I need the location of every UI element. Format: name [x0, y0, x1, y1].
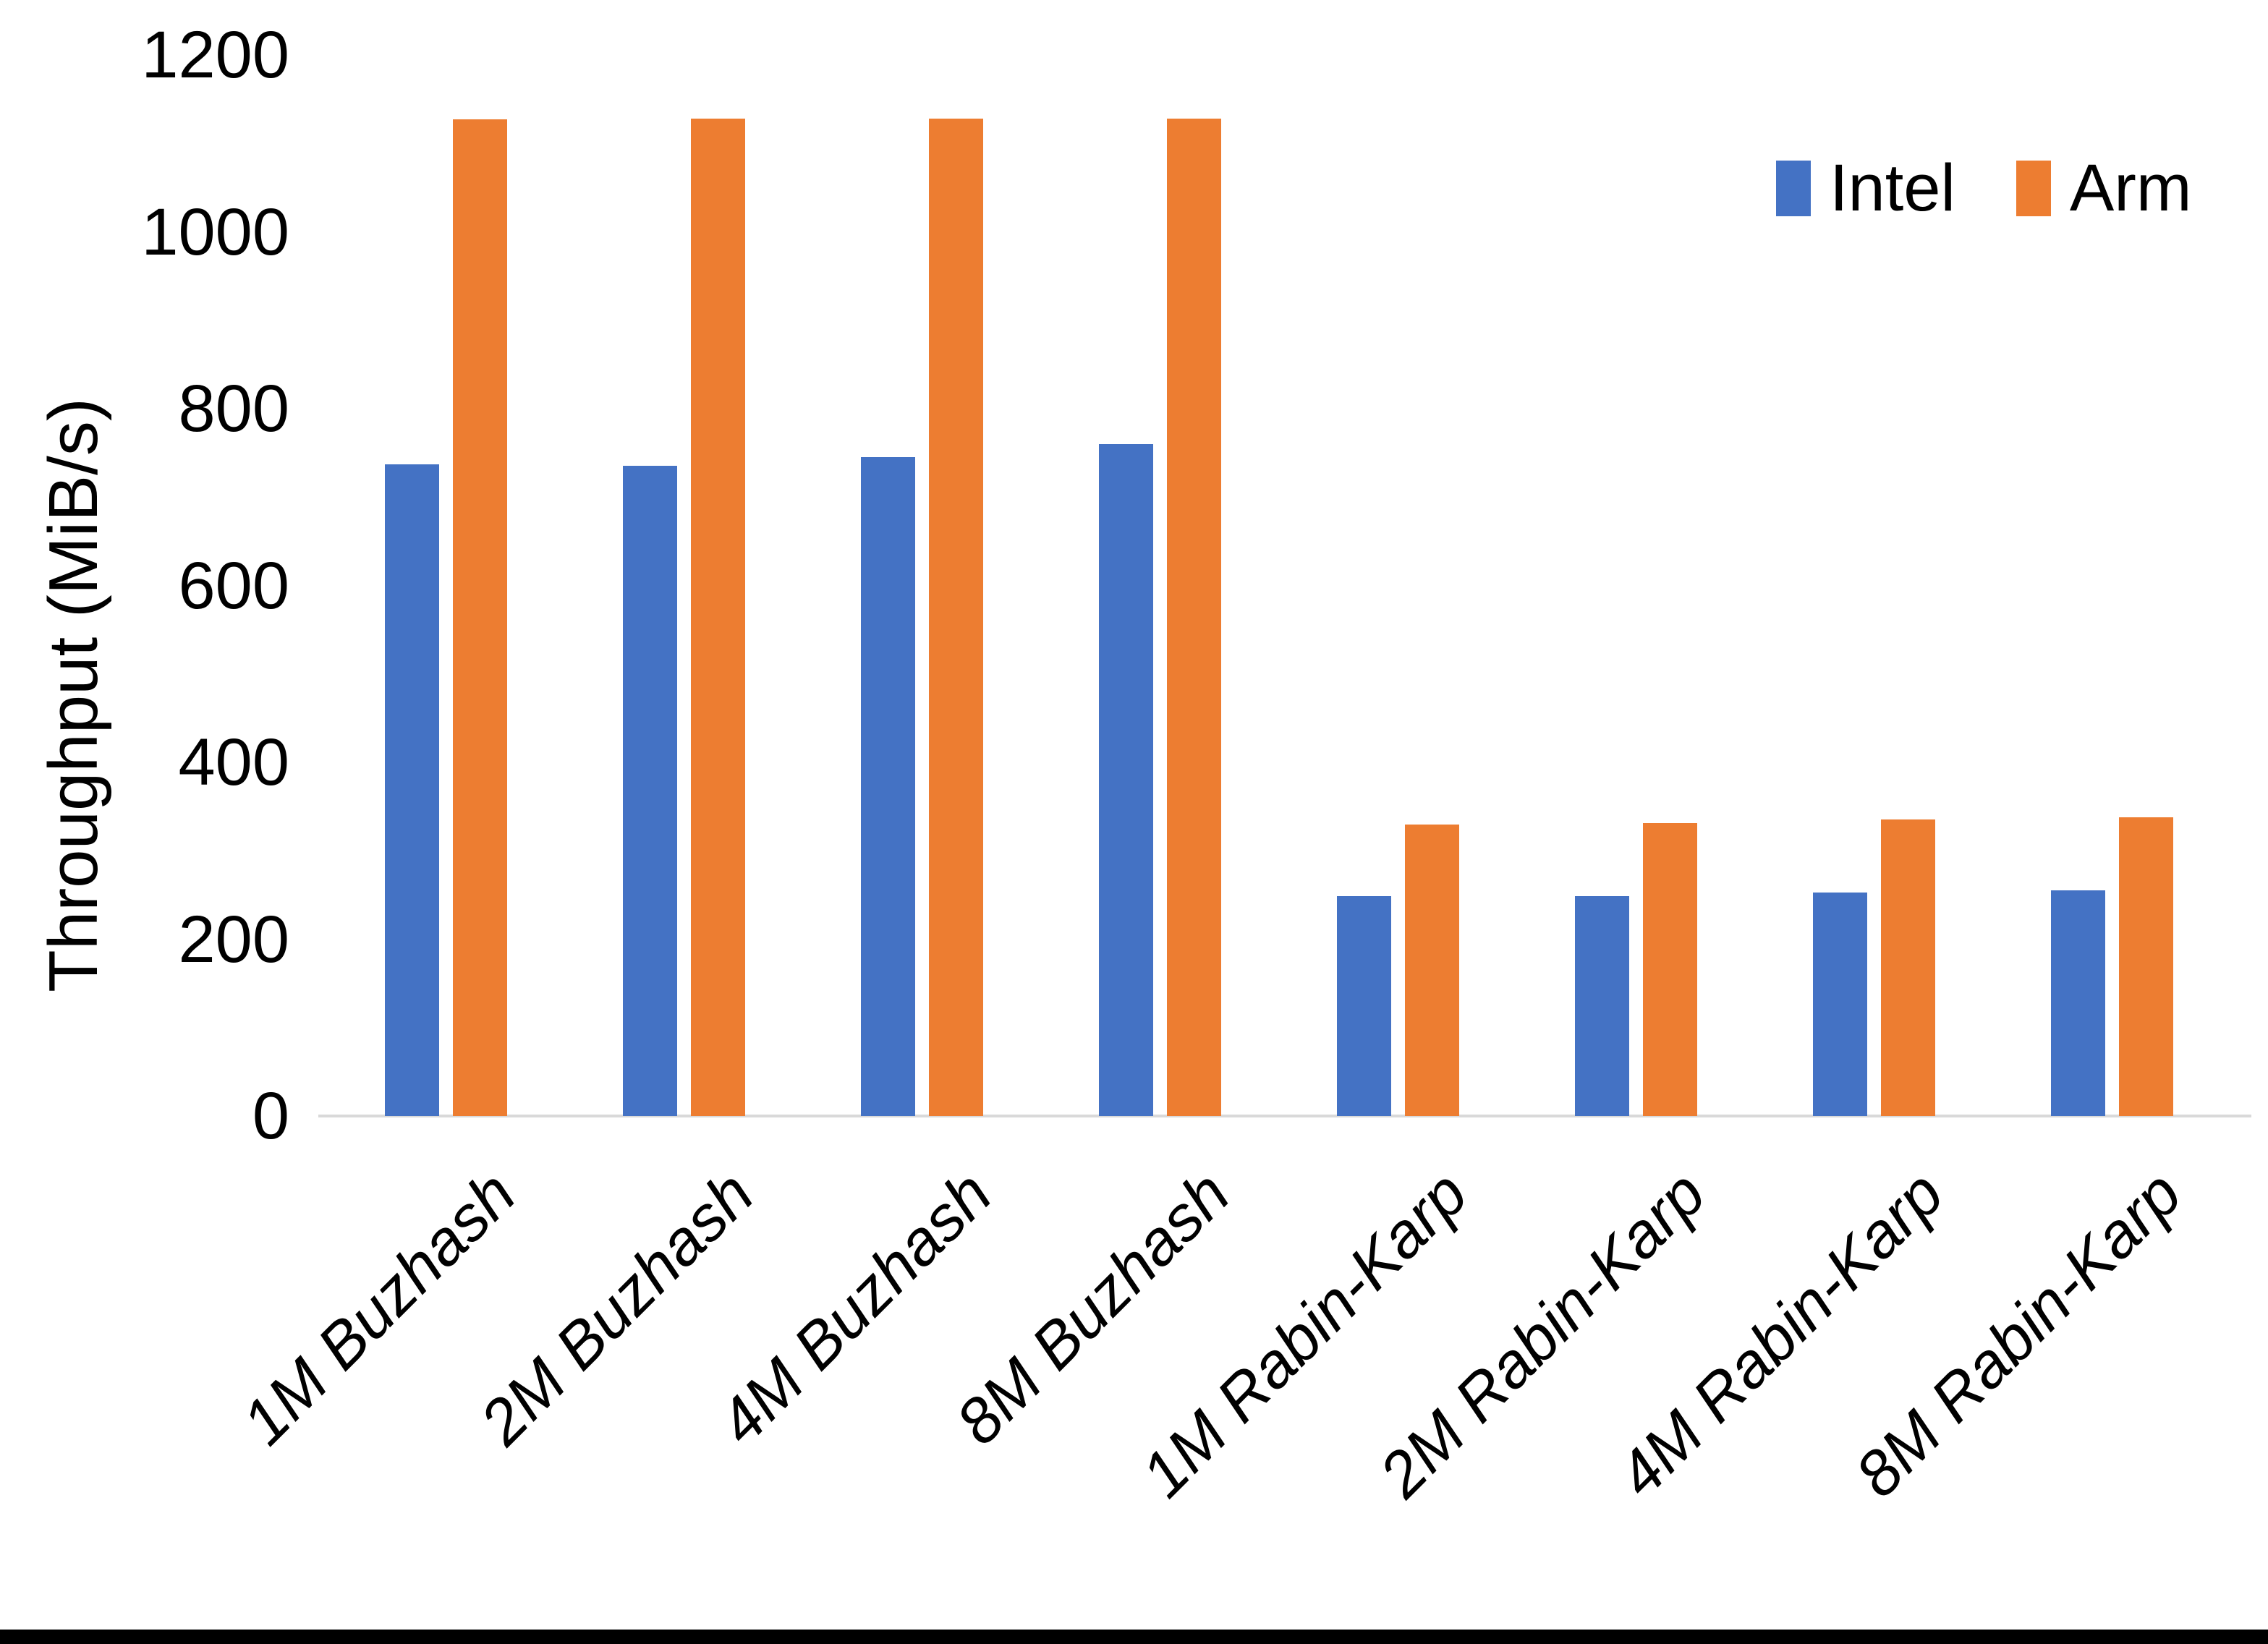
bar-intel-4m-rabin-karp: [1813, 893, 1867, 1116]
bottom-border-bar: [0, 1630, 2268, 1644]
bar-intel-8m-buzhash: [1099, 444, 1153, 1116]
bar-intel-8m-rabin-karp: [2051, 890, 2105, 1116]
bar-arm-2m-rabin-karp: [1643, 823, 1697, 1116]
bar-arm-4m-buzhash: [929, 119, 983, 1116]
y-tick-label-200: 200: [178, 902, 290, 976]
y-tick-label-600: 600: [178, 548, 290, 623]
bar-arm-2m-buzhash: [691, 119, 745, 1116]
x-axis-line: [318, 1115, 2251, 1117]
legend: Intel Arm: [1776, 152, 2192, 224]
bar-arm-4m-rabin-karp: [1881, 819, 1935, 1116]
bar-arm-8m-rabin-karp: [2119, 817, 2173, 1116]
legend-item-intel: Intel: [1776, 152, 1955, 224]
bar-intel-2m-buzhash: [623, 466, 677, 1116]
legend-item-arm: Arm: [2016, 152, 2192, 224]
bar-intel-1m-rabin-karp: [1337, 896, 1391, 1116]
y-tick-label-800: 800: [178, 372, 290, 446]
legend-swatch-intel: [1776, 160, 1811, 216]
bar-intel-1m-buzhash: [385, 464, 439, 1116]
legend-swatch-arm: [2016, 160, 2051, 216]
y-tick-label-0: 0: [252, 1079, 289, 1153]
bar-arm-8m-buzhash: [1167, 119, 1221, 1116]
legend-label-intel: Intel: [1830, 151, 1955, 225]
y-tick-label-400: 400: [178, 725, 290, 799]
bar-intel-2m-rabin-karp: [1575, 896, 1629, 1116]
bar-arm-1m-rabin-karp: [1405, 825, 1459, 1116]
bar-arm-1m-buzhash: [453, 119, 507, 1116]
y-tick-label-1200: 1200: [141, 18, 289, 92]
bar-intel-4m-buzhash: [861, 457, 915, 1116]
legend-label-arm: Arm: [2069, 151, 2192, 225]
y-tick-label-1000: 1000: [141, 195, 289, 269]
